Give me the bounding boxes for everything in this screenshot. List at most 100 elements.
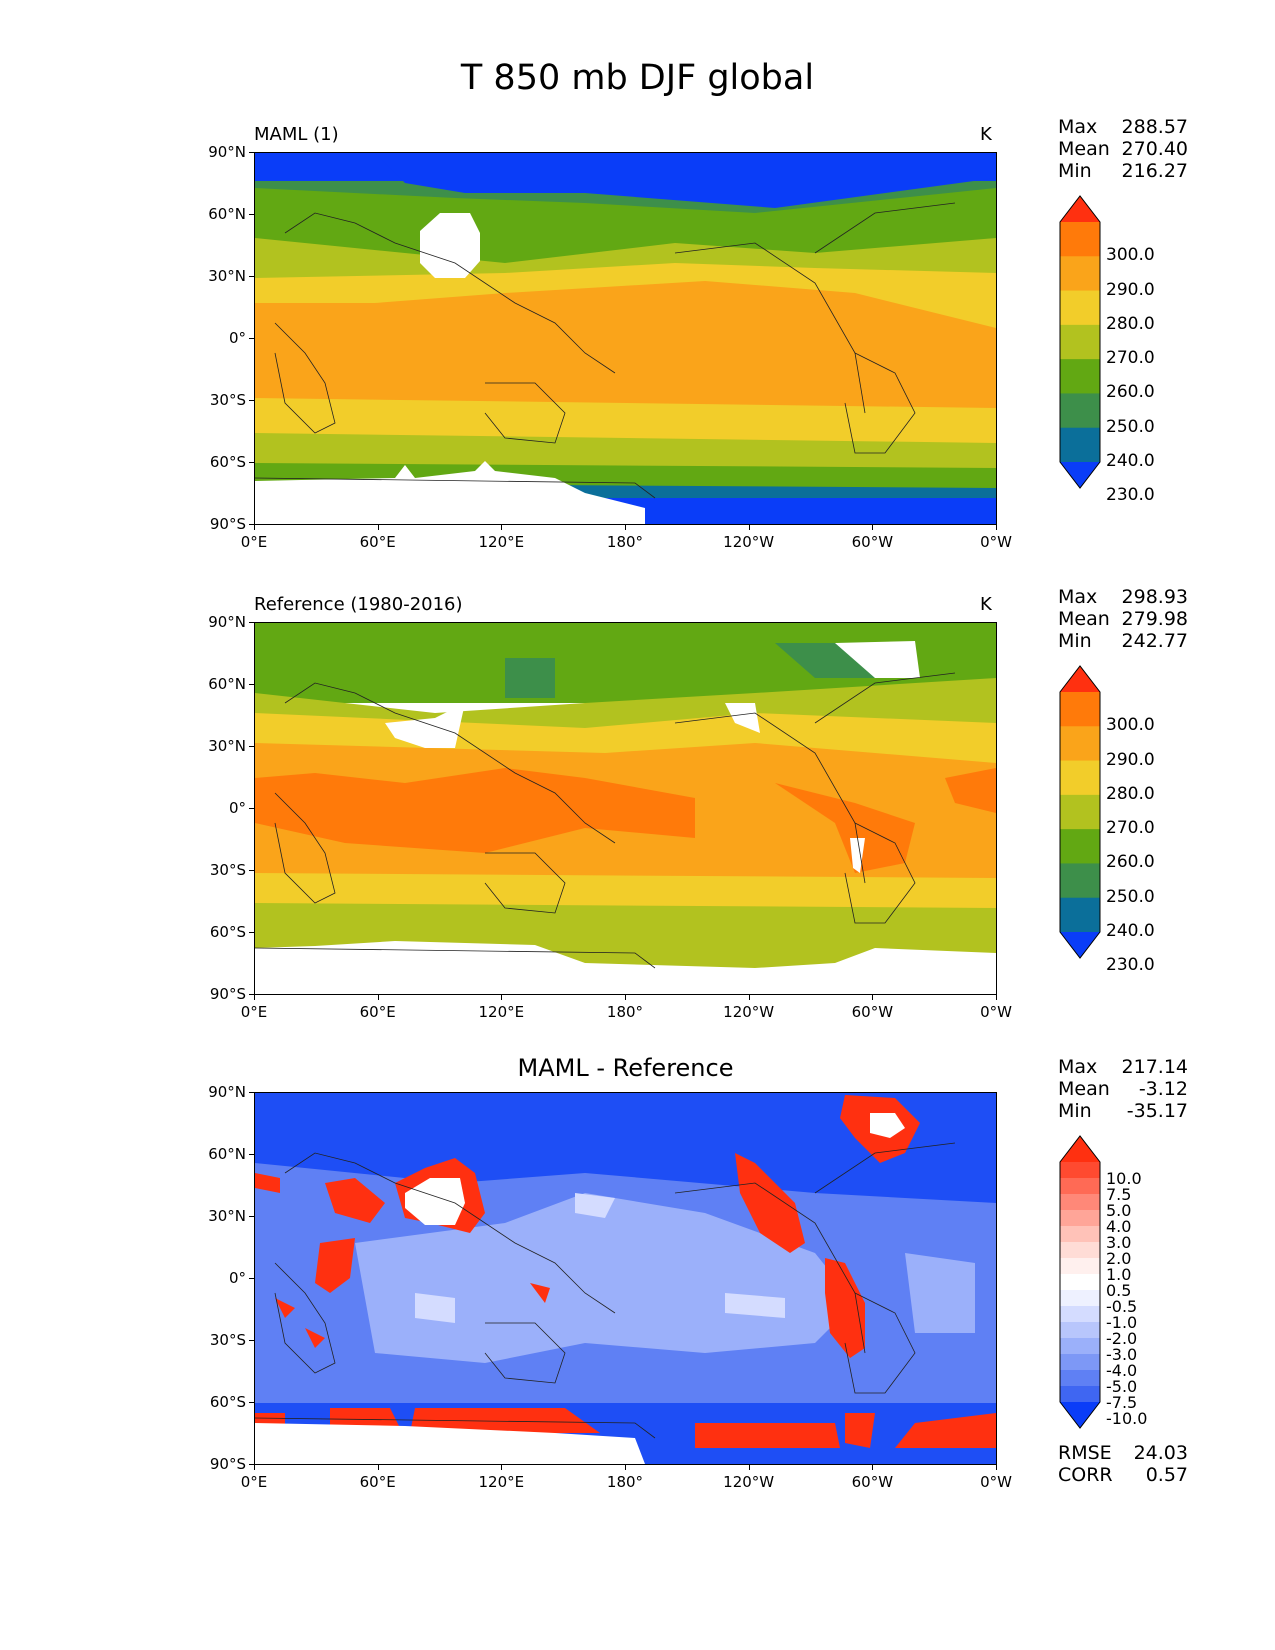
colorbar-segment — [1060, 1354, 1100, 1371]
lat-tick-mark — [249, 1464, 254, 1465]
colorbar-tick-label: 230.0 — [1106, 485, 1155, 506]
lon-tick-label: 180° — [606, 533, 644, 551]
colorbar-extend-min — [1060, 462, 1100, 488]
lon-tick-mark — [501, 525, 503, 530]
lat-tick-label: 90°S — [209, 985, 246, 1003]
colorbar-segment — [1060, 290, 1100, 326]
lon-tick-mark — [748, 525, 750, 530]
lon-tick-label: 120°W — [723, 533, 775, 551]
colorbar-segment — [1060, 897, 1100, 933]
missing-antarctica — [255, 461, 645, 524]
colorbar-segment — [1060, 1162, 1100, 1179]
lat-tick-mark — [249, 622, 254, 623]
colorbar-tick-label: 270.0 — [1106, 348, 1155, 369]
panel-units: K — [980, 594, 992, 615]
lon-tick-label: 0°E — [240, 1003, 268, 1021]
band-240 — [505, 643, 905, 698]
lat-tick-mark — [249, 1154, 254, 1155]
colorbar-outline — [1059, 1135, 1101, 1429]
lat-tick-mark — [249, 1340, 254, 1341]
figure-title: T 850 mb DJF global — [460, 58, 815, 98]
coastline — [255, 202, 956, 499]
lon-tick-label: 60°E — [359, 1003, 396, 1021]
lon-tick-mark — [377, 525, 379, 530]
lat-tick-label: 90°S — [209, 515, 246, 533]
lat-tick-label: 0° — [228, 799, 246, 817]
missing-highlands — [385, 641, 920, 873]
colorbar-segment — [1060, 1386, 1100, 1403]
lon-tick-mark — [996, 1465, 997, 1470]
lon-tick-label: 0°E — [240, 1473, 268, 1491]
lon-tick-label: 60°W — [851, 1003, 894, 1021]
colorbar-segment — [1060, 1194, 1100, 1211]
colorbar-segment — [1060, 1242, 1100, 1259]
lat-tick-mark — [249, 1402, 254, 1403]
lat-tick-label: 30°N — [208, 1207, 246, 1225]
lat-tick-mark — [249, 1092, 254, 1093]
lon-tick-label: 60°E — [359, 1473, 396, 1491]
lon-tick-label: 0°E — [240, 533, 268, 551]
colorbar-outline — [1059, 665, 1101, 959]
lat-tick-label: 90°N — [208, 613, 246, 631]
colorbar-extend-min — [1060, 1402, 1100, 1428]
panel-reference: Reference (1980-2016) K Max 298.93 Mean 27… — [0, 470, 1275, 1021]
lon-tick-mark — [625, 1465, 626, 1470]
lon-tick-label: 60°E — [359, 533, 396, 551]
colorbar — [1059, 1135, 1101, 1429]
colorbar-segment — [1060, 1370, 1100, 1387]
missing-tibet — [405, 1178, 465, 1225]
band-270-s — [255, 873, 996, 913]
colorbar-tick-label: -0.5 — [1106, 1297, 1138, 1316]
colorbar-tick-label: -3.0 — [1106, 1345, 1138, 1364]
colorbar-tick-label: 230.0 — [1106, 955, 1155, 976]
colorbar-segment — [1060, 1338, 1100, 1355]
colorbar-segment — [1060, 863, 1100, 899]
colorbar-segment — [1060, 692, 1100, 727]
lon-tick-label: 120°E — [478, 1473, 525, 1491]
panel-title-left: Reference (1980-2016) — [254, 594, 463, 615]
lon-tick-mark — [872, 525, 874, 530]
lat-tick-mark — [249, 462, 254, 463]
colorbar-segment — [1060, 1290, 1100, 1307]
lon-tick-mark — [254, 525, 255, 530]
missing-antarctica — [255, 1423, 645, 1464]
panel-units: K — [980, 124, 992, 145]
colorbar-tick-label: -4.0 — [1106, 1361, 1138, 1380]
colorbar-tick-label: 280.0 — [1106, 313, 1155, 334]
colorbar-tick-label: 270.0 — [1106, 818, 1155, 839]
colorbar-extend-max — [1060, 666, 1100, 692]
colorbar-tick-label: 0.5 — [1106, 1281, 1132, 1300]
colorbar-tick-label: 260.0 — [1106, 382, 1155, 403]
colorbar-segment — [1060, 794, 1100, 830]
colorbar-segment — [1060, 359, 1100, 394]
lon-tick-mark — [996, 995, 997, 1000]
lon-tick-label: 60°W — [851, 533, 894, 551]
colorbar-tick-label: -5.0 — [1106, 1377, 1138, 1396]
lat-tick-mark — [249, 684, 254, 685]
error-stats: RMSE 24.03 CORR 0.57 — [1058, 1442, 1188, 1486]
lat-tick-label: 30°S — [209, 391, 246, 409]
band-290 — [255, 768, 996, 873]
lon-tick-label: 60°W — [851, 1473, 894, 1491]
lon-tick-label: 120°W — [723, 1003, 775, 1021]
lat-tick-mark — [249, 214, 254, 215]
colorbar-outline — [1059, 195, 1101, 489]
lon-tick-mark — [872, 1465, 874, 1470]
colorbar-segment — [1060, 726, 1100, 762]
colorbar-tick-label: -1.0 — [1106, 1313, 1138, 1332]
colorbar-segment — [1060, 1210, 1100, 1227]
colorbar-segment — [1060, 829, 1100, 864]
lat-tick-mark — [249, 338, 254, 339]
lat-tick-label: 30°S — [209, 1331, 246, 1349]
colorbar-tick-label: 1.0 — [1106, 1265, 1132, 1284]
colorbar-segment — [1060, 427, 1100, 463]
panel-model: MAML (1) K Max 288.57 — [0, 0, 1275, 551]
colorbar — [1059, 665, 1101, 959]
lon-tick-label: 120°W — [723, 1473, 775, 1491]
lon-tick-mark — [377, 1465, 379, 1470]
field-weak-negative — [355, 1193, 975, 1363]
lon-tick-label: 0°W — [980, 1003, 1012, 1021]
colorbar-tick-label: -2.0 — [1106, 1329, 1138, 1348]
lat-tick-label: 60°S — [209, 1393, 246, 1411]
